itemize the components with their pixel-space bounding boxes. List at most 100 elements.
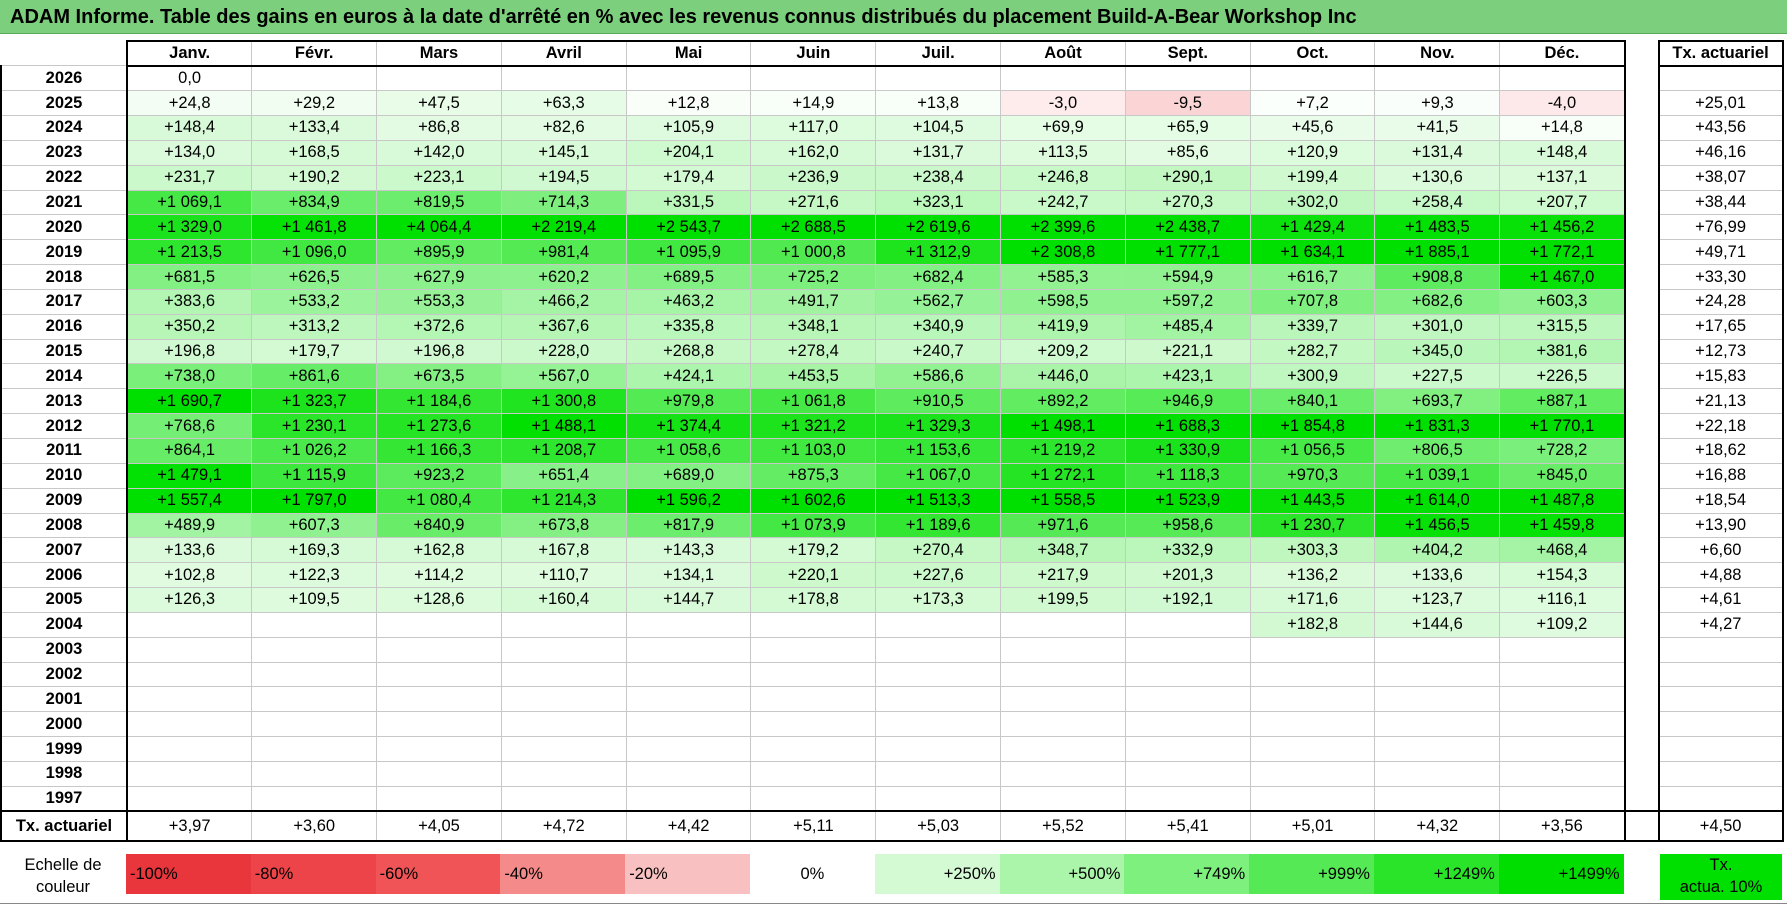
- gain-cell: +2 308,8: [1000, 239, 1126, 266]
- gain-cell: +651,4: [500, 462, 627, 489]
- gain-cell: +819,5: [376, 189, 502, 216]
- column-gap: [1624, 786, 1659, 813]
- gain-cell: [625, 711, 752, 738]
- gain-cell: 0,0: [126, 65, 253, 92]
- gain-cell: +1 312,9: [875, 239, 1002, 266]
- year-label: 2002: [0, 661, 128, 688]
- gain-cell: [1124, 711, 1251, 738]
- gain-cell: +845,0: [1499, 462, 1626, 489]
- gain-cell: +238,4: [875, 164, 1002, 191]
- gain-cell: [500, 686, 627, 713]
- gain-cell: [1124, 661, 1251, 688]
- gain-cell: [126, 686, 253, 713]
- gain-cell: [251, 736, 378, 762]
- column-gap: [1624, 140, 1659, 166]
- gain-cell: +1 690,7: [126, 388, 253, 415]
- gain-cell: +226,5: [1499, 363, 1626, 390]
- gain-cell: +148,4: [126, 115, 253, 141]
- gain-cell: +693,7: [1374, 388, 1501, 415]
- year-label: 2009: [0, 487, 128, 514]
- header-corner: [1, 41, 127, 66]
- gain-cell: +154,3: [1499, 562, 1626, 589]
- color-scale-rate-line1: Tx.: [1709, 856, 1733, 874]
- gain-cell: [500, 65, 627, 92]
- gain-cell: [126, 636, 253, 663]
- gain-cell: +1 273,6: [376, 413, 502, 439]
- gain-cell: +268,8: [625, 338, 752, 365]
- gain-cell: +1 184,6: [376, 388, 502, 415]
- gain-cell: +116,1: [1499, 587, 1626, 613]
- gain-cell: [376, 65, 502, 92]
- gain-cell: +1 513,3: [875, 487, 1002, 514]
- gain-cell: +372,6: [376, 313, 502, 340]
- month-header: Nov.: [1374, 40, 1501, 67]
- gain-cell: +1 272,1: [1000, 462, 1126, 489]
- gain-cell: +1 487,8: [1499, 487, 1626, 514]
- gain-cell: [1249, 636, 1376, 663]
- gain-cell: +348,1: [750, 313, 877, 340]
- column-gap: [1624, 438, 1659, 464]
- gain-cell: +1 213,5: [126, 239, 253, 266]
- gain-cell: +1 885,1: [1374, 239, 1501, 266]
- gain-cell: +463,2: [625, 288, 752, 315]
- year-row: 1998: [0, 760, 1784, 787]
- gain-cell: +1 429,4: [1249, 214, 1376, 241]
- gain-cell: [126, 611, 253, 638]
- gain-cell: +627,9: [376, 264, 502, 290]
- gain-cell: [625, 661, 752, 688]
- monthly-rate-cell: +4,72: [500, 810, 627, 843]
- gain-cell: +567,0: [500, 363, 627, 390]
- gain-cell: [500, 661, 627, 688]
- gain-cell: +419,9: [1000, 313, 1126, 340]
- gain-cell: +1 230,1: [251, 413, 378, 439]
- year-row: 2016 +350,2 +313,2 +372,6 +367,6 +335,8 +348,1…: [0, 313, 1784, 340]
- gain-cell: +533,2: [251, 288, 378, 315]
- monthly-rate-cell: +5,01: [1249, 810, 1376, 843]
- gain-cell: +1 461,8: [251, 214, 378, 241]
- gain-cell: [1000, 736, 1126, 762]
- gain-cell: +134,0: [126, 139, 253, 166]
- gain-cell: +562,7: [875, 288, 1002, 315]
- gain-cell: +971,6: [1000, 512, 1126, 539]
- column-gap: [1624, 810, 1659, 843]
- gain-cell: +586,6: [875, 363, 1002, 390]
- year-label: 2022: [0, 164, 128, 191]
- month-header: Mai: [625, 40, 752, 67]
- gain-cell: +209,2: [1000, 338, 1126, 365]
- year-row: 2000: [0, 711, 1784, 738]
- column-gap: [1624, 488, 1659, 514]
- annual-rate-cell: +21,13: [1657, 388, 1784, 415]
- column-gap: [1624, 388, 1659, 414]
- annual-rate-cell: [1657, 760, 1784, 787]
- color-scale-step: +250%: [874, 854, 1000, 894]
- annual-rate-cell: +49,71: [1657, 239, 1784, 266]
- annual-rate-cell: [1657, 65, 1784, 92]
- gain-cell: +271,6: [750, 189, 877, 216]
- gain-cell: +597,2: [1124, 288, 1251, 315]
- gain-cell: +240,7: [875, 338, 1002, 365]
- annual-rate-cell: +43,56: [1657, 115, 1784, 141]
- gain-cell: +1 214,3: [500, 487, 627, 514]
- gain-cell: +339,7: [1249, 313, 1376, 340]
- gain-cell: +162,8: [376, 537, 502, 564]
- annual-rate-cell: +6,60: [1657, 537, 1784, 564]
- gain-cell: +1 614,0: [1374, 487, 1501, 514]
- year-label: 2008: [0, 512, 128, 539]
- gain-cell: [500, 711, 627, 738]
- gain-cell: +453,5: [750, 363, 877, 390]
- gain-cell: +1 374,4: [625, 413, 752, 439]
- month-header: Avril: [500, 40, 627, 67]
- gain-cell: [1124, 636, 1251, 663]
- gain-cell: +207,7: [1499, 189, 1626, 216]
- gain-cell: +182,8: [1249, 611, 1376, 638]
- color-scale-step: -80%: [250, 854, 376, 894]
- gain-cell: +270,4: [875, 537, 1002, 564]
- gain-cell: +1 459,8: [1499, 512, 1626, 539]
- gain-cell: +29,2: [251, 90, 378, 117]
- gain-cell: +13,8: [875, 90, 1002, 117]
- gain-cell: +85,6: [1124, 139, 1251, 166]
- year-row: 2019 +1 213,5 +1 096,0 +895,9 +981,4 +1 095,9…: [0, 239, 1784, 266]
- gain-cell: +908,8: [1374, 264, 1501, 290]
- gain-cell: +301,0: [1374, 313, 1501, 340]
- gain-cell: +303,3: [1249, 537, 1376, 564]
